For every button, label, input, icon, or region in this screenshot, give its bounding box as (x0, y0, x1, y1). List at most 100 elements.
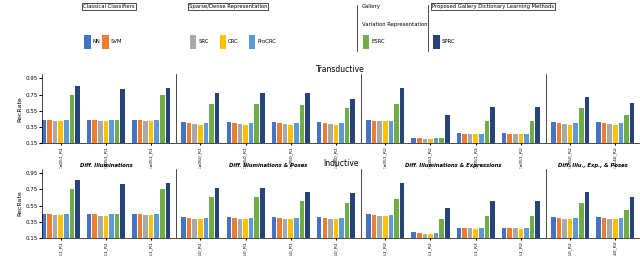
Bar (58, 121, 63, 143)
Bar (366, 120, 371, 143)
Bar (42, 120, 46, 143)
Bar (215, 93, 220, 143)
Bar (445, 208, 449, 238)
Y-axis label: RecRate: RecRate (17, 96, 22, 122)
Bar (120, 89, 125, 143)
Bar (484, 121, 489, 143)
Bar (193, 124, 197, 143)
Bar (187, 218, 191, 238)
Bar (524, 134, 529, 143)
Bar (227, 122, 231, 143)
Text: Diff. Illu., Exp., & Poses: Diff. Illu., Exp., & Poses (558, 163, 628, 168)
Bar (439, 219, 444, 238)
Bar (602, 123, 607, 143)
Bar (166, 183, 170, 238)
Bar (243, 219, 248, 238)
Bar (412, 232, 416, 238)
Y-axis label: RecRate: RecRate (17, 191, 22, 216)
Bar (388, 121, 393, 143)
Bar (445, 115, 449, 143)
Text: SPRC: SPRC (442, 39, 455, 44)
Bar (530, 121, 534, 143)
Bar (490, 107, 495, 143)
Bar (70, 189, 74, 238)
Bar (333, 219, 339, 238)
Text: NN: NN (93, 39, 100, 44)
Bar (551, 122, 556, 143)
Bar (372, 121, 376, 143)
Bar (579, 203, 584, 238)
Bar (383, 216, 388, 238)
Bar (109, 215, 114, 238)
Bar (474, 134, 478, 143)
Bar (535, 201, 540, 238)
Bar (272, 122, 276, 143)
Bar (624, 210, 629, 238)
Bar (563, 124, 567, 143)
Bar (345, 108, 349, 143)
Bar (294, 123, 299, 143)
Bar (138, 215, 142, 238)
Bar (154, 120, 159, 143)
Bar (64, 120, 68, 143)
Bar (557, 218, 561, 238)
Bar (104, 216, 108, 238)
Bar (388, 215, 393, 238)
Bar (513, 228, 518, 238)
Bar (568, 219, 572, 238)
Bar (120, 184, 125, 238)
Bar (249, 123, 253, 143)
Bar (104, 121, 108, 143)
Bar (490, 201, 495, 238)
Bar (255, 104, 259, 143)
Bar (584, 97, 589, 143)
Bar (619, 123, 623, 143)
Bar (138, 120, 142, 143)
Bar (42, 215, 46, 238)
Bar (372, 215, 376, 238)
Bar (143, 215, 148, 238)
Bar (148, 215, 154, 238)
Bar (166, 88, 170, 143)
Bar (75, 86, 80, 143)
Bar (328, 124, 333, 143)
Bar (143, 121, 148, 143)
Bar (619, 218, 623, 238)
Bar (198, 219, 203, 238)
Text: CRC: CRC (228, 39, 239, 44)
Bar (305, 192, 310, 238)
Bar (232, 218, 237, 238)
Bar (607, 124, 612, 143)
Bar (160, 189, 164, 238)
Bar (328, 219, 333, 238)
Bar (47, 120, 52, 143)
Bar (260, 188, 264, 238)
Bar (132, 215, 136, 238)
Bar (412, 138, 416, 143)
Bar (434, 138, 438, 143)
Bar (579, 108, 584, 143)
Bar (300, 201, 304, 238)
Bar (255, 197, 259, 238)
Bar (115, 215, 119, 238)
Bar (323, 218, 327, 238)
Text: Classical Classifiers: Classical Classifiers (83, 4, 135, 9)
Text: Gallery: Gallery (362, 4, 380, 9)
Bar (237, 219, 243, 238)
Bar (115, 120, 119, 143)
Bar (160, 94, 164, 143)
Bar (613, 219, 618, 238)
Bar (394, 104, 399, 143)
Bar (215, 188, 220, 238)
Bar (193, 219, 197, 238)
Bar (209, 197, 214, 238)
Text: SVM: SVM (111, 39, 122, 44)
Bar (92, 215, 97, 238)
Bar (602, 218, 607, 238)
Bar (596, 122, 601, 143)
Bar (87, 120, 92, 143)
Bar (92, 120, 97, 143)
Bar (394, 199, 399, 238)
Bar (630, 103, 634, 143)
Bar (317, 122, 321, 143)
